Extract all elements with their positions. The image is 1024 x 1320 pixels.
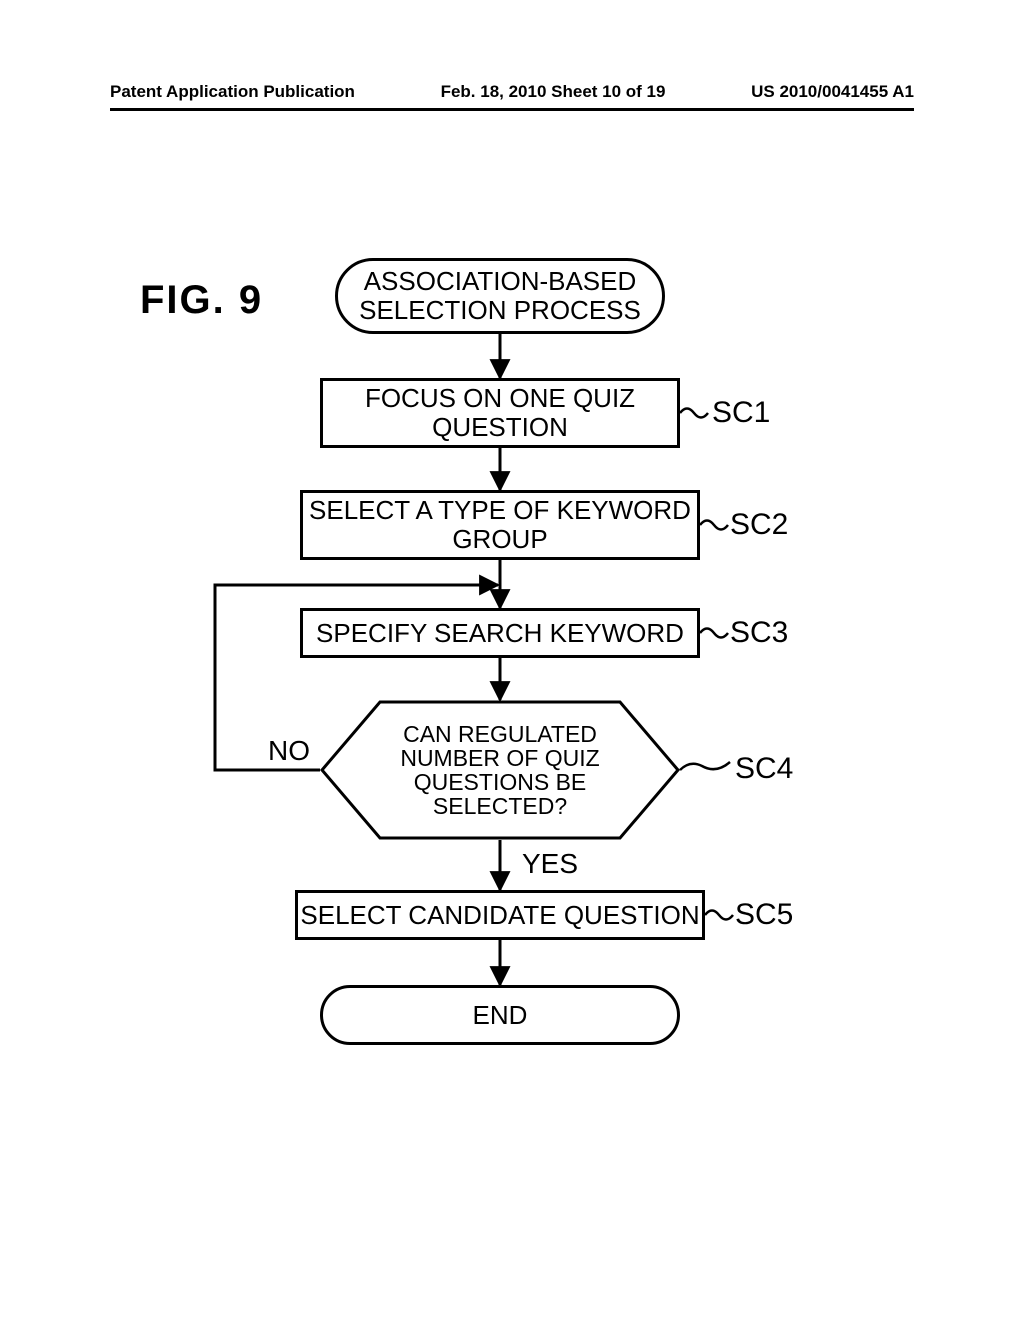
header-center: Feb. 18, 2010 Sheet 10 of 19	[441, 82, 666, 102]
label-sc2: SC2	[730, 508, 788, 542]
header-left: Patent Application Publication	[110, 82, 355, 102]
header-right: US 2010/0041455 A1	[751, 82, 914, 102]
label-sc3: SC3	[730, 616, 788, 650]
page: Patent Application Publication Feb. 18, …	[0, 0, 1024, 1320]
node-sc1-text: FOCUS ON ONE QUIZ QUESTION	[365, 384, 635, 441]
label-sc5: SC5	[735, 898, 793, 932]
node-sc5: SELECT CANDIDATE QUESTION	[295, 890, 705, 940]
node-start-text: ASSOCIATION-BASED SELECTION PROCESS	[359, 267, 641, 324]
node-end-text: END	[473, 1001, 528, 1030]
node-sc5-text: SELECT CANDIDATE QUESTION	[300, 901, 699, 930]
node-start: ASSOCIATION-BASED SELECTION PROCESS	[335, 258, 665, 334]
node-sc3: SPECIFY SEARCH KEYWORD	[300, 608, 700, 658]
page-header: Patent Application Publication Feb. 18, …	[110, 82, 914, 102]
figure-label: FIG. 9	[140, 278, 263, 323]
label-yes: YES	[522, 848, 578, 880]
label-sc4: SC4	[735, 752, 793, 786]
node-sc3-text: SPECIFY SEARCH KEYWORD	[316, 619, 684, 648]
header-rule	[110, 108, 914, 111]
flow-lines	[0, 0, 1024, 1320]
node-end: END	[320, 985, 680, 1045]
node-sc2: SELECT A TYPE OF KEYWORD GROUP	[300, 490, 700, 560]
node-sc2-text: SELECT A TYPE OF KEYWORD GROUP	[309, 496, 691, 553]
label-sc1: SC1	[712, 396, 770, 430]
node-sc4: CAN REGULATED NUMBER OF QUIZ QUESTIONS B…	[320, 700, 680, 840]
node-sc1: FOCUS ON ONE QUIZ QUESTION	[320, 378, 680, 448]
label-no: NO	[268, 735, 310, 767]
node-sc4-text: CAN REGULATED NUMBER OF QUIZ QUESTIONS B…	[400, 722, 599, 819]
